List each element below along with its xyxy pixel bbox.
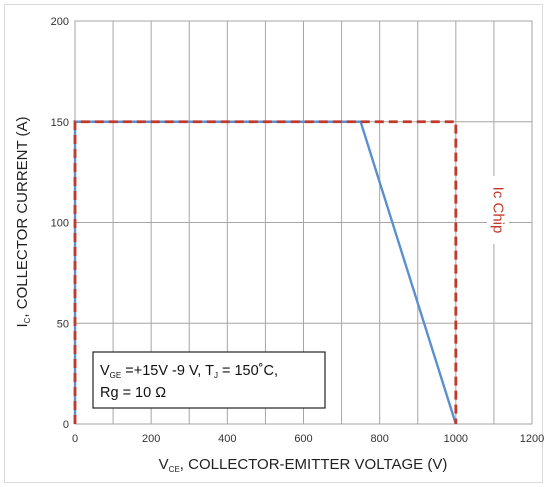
y-tick-label: 0: [63, 419, 69, 431]
annotation-bg: [487, 176, 509, 244]
chart-frame: 0 200 400 600 800 1000 1200 0 50 100 150 200 Ic Ch…: [4, 4, 544, 483]
conditions-line-1: VGE =+15V -9 V, TJ = 150˚C,: [100, 363, 278, 380]
conditions-border: [92, 351, 326, 409]
y-tick-label: 150: [51, 117, 69, 129]
rbsoa-chart: 0 200 400 600 800 1000 1200 0 50 100 150 200 Ic Ch…: [14, 16, 544, 474]
x-tick-label: 1200: [520, 433, 544, 445]
y-tick-labels: 0 50 100 150 200: [51, 16, 69, 431]
x-tick-label: 1000: [444, 433, 468, 445]
series-lines: [73, 120, 458, 425]
ic-chip-annotation-group: Ic Chip: [487, 176, 509, 244]
x-axis-title: VCE, COLLECTOR-EMITTER VOLTAGE (V): [159, 456, 448, 474]
x-tick-label: 800: [370, 433, 388, 445]
ic-chip-annotation: Ic Chip: [490, 187, 507, 234]
x-tick-label: 600: [294, 433, 312, 445]
x-tick-label: 0: [72, 433, 78, 445]
conditions-box: VGE =+15V -9 V, TJ = 150˚C, Rg = 10 Ω: [92, 351, 326, 409]
y-tick-label: 100: [51, 218, 69, 230]
conditions-line-2: Rg = 10 Ω: [100, 385, 166, 401]
x-tick-label: 200: [142, 433, 160, 445]
y-tick-label: 200: [51, 16, 69, 28]
y-tick-label: 50: [57, 318, 69, 330]
series-line-ic-chip: [73, 120, 458, 424]
y-axis-title: IC, COLLECTOR CURRENT (A): [14, 116, 32, 327]
series-line-rbsoa: [73, 120, 457, 425]
x-tick-labels: 0 200 400 600 800 1000 1200: [72, 433, 544, 445]
x-tick-label: 400: [218, 433, 236, 445]
